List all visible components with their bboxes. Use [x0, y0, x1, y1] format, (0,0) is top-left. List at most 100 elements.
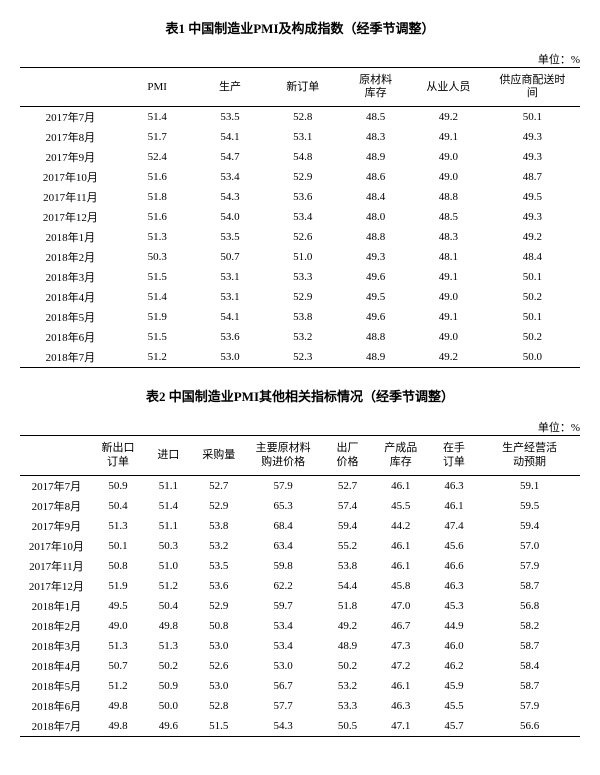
table2-cell: 53.4 — [244, 616, 322, 636]
table1-cell: 53.1 — [266, 127, 339, 147]
table1-cell: 48.4 — [339, 187, 412, 207]
table2-col-6: 产成品库存 — [373, 436, 429, 475]
table2-row: 2018年4月50.750.252.653.050.247.246.258.4 — [20, 656, 580, 676]
table2-cell: 53.2 — [194, 536, 244, 556]
table2-cell: 49.8 — [93, 716, 143, 737]
table2-col-0 — [20, 436, 93, 475]
table2-col-7: 在手订单 — [429, 436, 479, 475]
table2-rowhead: 2018年4月 — [20, 656, 93, 676]
table1-cell: 49.0 — [412, 147, 485, 167]
table2-rowhead: 2017年8月 — [20, 496, 93, 516]
table2-cell: 47.2 — [373, 656, 429, 676]
table1-rowhead: 2017年7月 — [20, 107, 121, 128]
table1-cell: 53.1 — [194, 287, 267, 307]
table2-rowhead: 2018年2月 — [20, 616, 93, 636]
table2-cell: 46.2 — [429, 656, 479, 676]
table2-cell: 50.9 — [93, 475, 143, 496]
table1-cell: 50.3 — [121, 247, 194, 267]
table2-cell: 58.2 — [479, 616, 580, 636]
table1-cell: 50.1 — [485, 307, 580, 327]
table1-rowhead: 2018年3月 — [20, 267, 121, 287]
table1-rowhead: 2017年10月 — [20, 167, 121, 187]
table1-cell: 49.3 — [339, 247, 412, 267]
table2-cell: 46.1 — [373, 676, 429, 696]
table1-col-0 — [20, 68, 121, 107]
table2-cell: 50.4 — [143, 596, 193, 616]
table2-cell: 47.4 — [429, 516, 479, 536]
table2-col-3: 采购量 — [194, 436, 244, 475]
table1-cell: 51.4 — [121, 107, 194, 128]
table2-cell: 50.4 — [93, 496, 143, 516]
table1-row: 2017年8月51.754.153.148.349.149.3 — [20, 127, 580, 147]
table2-cell: 53.8 — [322, 556, 372, 576]
table1-cell: 50.2 — [485, 287, 580, 307]
table1-cell: 52.9 — [266, 287, 339, 307]
table2-row: 2017年9月51.351.153.868.459.444.247.459.4 — [20, 516, 580, 536]
table2-cell: 50.2 — [322, 656, 372, 676]
table2-cell: 50.0 — [143, 696, 193, 716]
table1-cell: 53.2 — [266, 327, 339, 347]
table2-cell: 49.8 — [143, 616, 193, 636]
table2-col-1: 新出口订单 — [93, 436, 143, 475]
table1-rowhead: 2017年11月 — [20, 187, 121, 207]
table2-cell: 51.4 — [143, 496, 193, 516]
table1-row: 2017年7月51.453.552.848.549.250.1 — [20, 107, 580, 128]
table2-cell: 62.2 — [244, 576, 322, 596]
table1-cell: 53.6 — [266, 187, 339, 207]
table2-cell: 58.4 — [479, 656, 580, 676]
table2-cell: 53.4 — [244, 636, 322, 656]
table2-row: 2017年7月50.951.152.757.952.746.146.359.1 — [20, 475, 580, 496]
table2-col-2: 进口 — [143, 436, 193, 475]
table2-cell: 58.7 — [479, 636, 580, 656]
table1-col-5: 从业人员 — [412, 68, 485, 107]
table2-cell: 49.2 — [322, 616, 372, 636]
table1-cell: 49.3 — [485, 127, 580, 147]
table1-cell: 51.6 — [121, 207, 194, 227]
table2-cell: 49.6 — [143, 716, 193, 737]
table2-cell: 51.0 — [143, 556, 193, 576]
table2-cell: 51.5 — [194, 716, 244, 737]
table2-cell: 53.6 — [194, 576, 244, 596]
table1-cell: 53.8 — [266, 307, 339, 327]
table1-cell: 49.0 — [412, 327, 485, 347]
table1-rowhead: 2018年6月 — [20, 327, 121, 347]
table2-cell: 45.9 — [429, 676, 479, 696]
table1-cell: 53.5 — [194, 107, 267, 128]
table1-row: 2017年10月51.653.452.948.649.048.7 — [20, 167, 580, 187]
table1-cell: 49.2 — [412, 347, 485, 368]
table2-cell: 45.6 — [429, 536, 479, 556]
table2-cell: 50.5 — [322, 716, 372, 737]
table2-cell: 55.2 — [322, 536, 372, 556]
table2-row: 2017年12月51.951.253.662.254.445.846.358.7 — [20, 576, 580, 596]
table2-cell: 50.8 — [93, 556, 143, 576]
table1-block: 表1 中国制造业PMI及构成指数（经季节调整） 单位：% PMI 生产 新订单 … — [20, 18, 580, 368]
table2-cell: 45.5 — [373, 496, 429, 516]
table2-cell: 46.7 — [373, 616, 429, 636]
table2-rowhead: 2018年3月 — [20, 636, 93, 656]
table2-cell: 59.4 — [322, 516, 372, 536]
table2-cell: 52.7 — [194, 475, 244, 496]
table2-cell: 56.7 — [244, 676, 322, 696]
table2-body: 2017年7月50.951.152.757.952.746.146.359.12… — [20, 475, 580, 736]
table1-cell: 51.7 — [121, 127, 194, 147]
table2-cell: 47.0 — [373, 596, 429, 616]
table2-cell: 59.5 — [479, 496, 580, 516]
table2-cell: 49.8 — [93, 696, 143, 716]
table2-cell: 58.7 — [479, 676, 580, 696]
table2-cell: 51.3 — [143, 636, 193, 656]
table2-block: 表2 中国制造业PMI其他相关指标情况（经季节调整） 单位：% 新出口订单 进口… — [20, 386, 580, 736]
table2-cell: 50.2 — [143, 656, 193, 676]
table2-rowhead: 2018年6月 — [20, 696, 93, 716]
table2-cell: 56.8 — [479, 596, 580, 616]
table1-cell: 50.7 — [194, 247, 267, 267]
table1-col-6: 供应商配送时间 — [485, 68, 580, 107]
table1-cell: 49.1 — [412, 267, 485, 287]
table2-title: 表2 中国制造业PMI其他相关指标情况（经季节调整） — [20, 386, 580, 405]
table2-cell: 57.9 — [244, 475, 322, 496]
table1-cell: 54.1 — [194, 307, 267, 327]
table1-cell: 54.8 — [266, 147, 339, 167]
table2: 新出口订单 进口 采购量 主要原材料购进价格 出厂价格 产成品库存 在手订单 生… — [20, 435, 580, 736]
table2-cell: 57.0 — [479, 536, 580, 556]
table2-cell: 46.0 — [429, 636, 479, 656]
table1-cell: 48.9 — [339, 347, 412, 368]
